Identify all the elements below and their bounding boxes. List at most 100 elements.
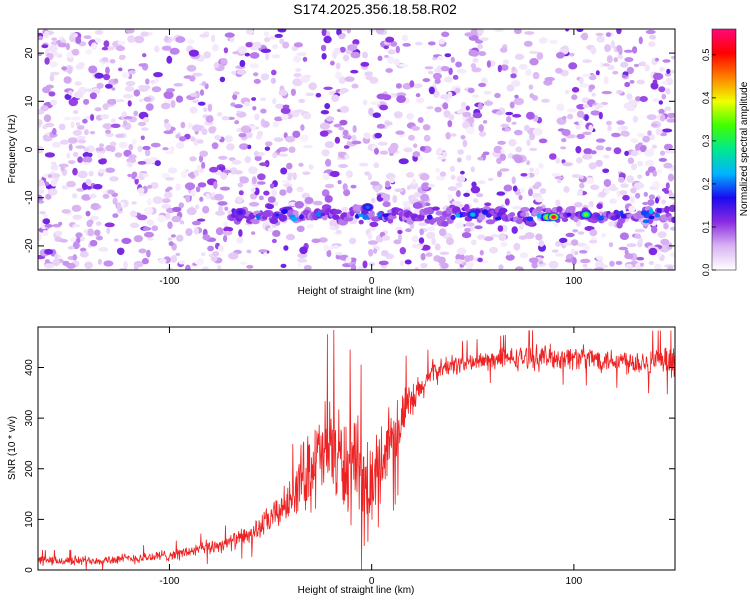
heatmap-band-segment	[668, 204, 675, 213]
heatmap-speckle	[513, 129, 523, 136]
heatmap-speckle	[253, 72, 259, 77]
heatmap-speckle	[362, 260, 368, 269]
heatmap-speckle	[426, 106, 434, 110]
heatmap-speckle	[652, 181, 660, 188]
heatmap-band-segment	[520, 207, 530, 212]
heatmap-speckle	[260, 108, 267, 114]
heatmap-speckle	[500, 148, 505, 153]
heatmap-speckle	[666, 118, 675, 123]
heatmap-speckle	[295, 68, 302, 72]
heatmap-speckle	[58, 123, 66, 131]
heatmap-speckle	[576, 190, 583, 197]
heatmap-speckle	[483, 90, 492, 95]
heatmap-speckle	[625, 263, 633, 269]
heatmap-speckle	[415, 93, 421, 98]
heatmap-speckle	[472, 198, 479, 203]
heatmap-speckle	[504, 198, 510, 206]
heatmap-speckle	[602, 63, 610, 67]
heatmap-speckle	[221, 116, 230, 121]
heatmap-speckle	[618, 176, 625, 183]
heatmap-speckle	[528, 257, 539, 264]
heatmap-speckle	[577, 231, 585, 235]
heatmap-speckle	[668, 189, 673, 197]
heatmap-speckle	[658, 108, 665, 115]
heatmap-speckle	[470, 166, 475, 173]
heatmap-speckle	[65, 43, 70, 51]
heatmap-speckle	[661, 80, 668, 85]
heatmap-band-segment	[671, 216, 675, 223]
heatmap-speckle	[236, 110, 241, 114]
heatmap-speckle	[427, 183, 435, 188]
heatmap-speckle	[512, 113, 522, 118]
heatmap-speckle	[278, 153, 288, 157]
heatmap-speckle	[279, 38, 285, 45]
heatmap-speckle	[185, 264, 191, 270]
heatmap-speckle	[201, 128, 208, 136]
heatmap-speckle	[625, 104, 636, 112]
heatmap-speckle	[460, 101, 467, 108]
heatmap-speckle	[326, 249, 332, 258]
heatmap-speckle	[251, 231, 256, 235]
heatmap-speckle	[590, 47, 597, 55]
heatmap-band-segment	[261, 215, 268, 220]
heatmap-speckle	[660, 238, 670, 246]
heatmap-speckle	[115, 45, 126, 52]
heatmap-speckle	[320, 110, 330, 115]
heatmap-speckle	[58, 221, 63, 226]
heatmap-speckle	[395, 83, 402, 89]
heatmap-speckle	[500, 64, 509, 71]
heatmap-speckle	[370, 181, 380, 186]
heatmap-speckle	[465, 105, 470, 111]
heatmap-speckle	[526, 111, 535, 120]
heatmap-speckle	[339, 88, 349, 93]
heatmap-speckle	[639, 145, 647, 153]
heatmap-speckle	[86, 220, 93, 228]
heatmap-speckle	[146, 219, 155, 226]
heatmap-speckle	[335, 62, 341, 70]
heatmap-speckle	[427, 41, 436, 46]
heatmap-speckle	[534, 181, 542, 188]
heatmap-speckle	[617, 54, 624, 60]
heatmap-speckle	[124, 86, 135, 92]
heatmap-speckle	[38, 52, 43, 57]
heatmap-speckle	[300, 124, 305, 131]
heatmap-speckle	[566, 108, 577, 113]
heatmap-speckle	[176, 142, 185, 149]
heatmap-speckle	[57, 42, 68, 48]
heatmap-speckle	[528, 133, 536, 141]
heatmap-speckle	[168, 241, 174, 247]
heatmap-speckle	[324, 195, 333, 203]
heatmap-speckle	[448, 113, 455, 121]
heatmap-speckle	[246, 249, 252, 254]
heatmap-speckle	[178, 202, 184, 209]
heatmap-speckle	[538, 37, 548, 44]
heatmap-speckle	[223, 47, 229, 54]
heatmap-speckle	[151, 86, 162, 93]
heatmap-speckle	[512, 185, 518, 192]
heatmap-speckle	[500, 241, 508, 247]
heatmap-speckle	[80, 247, 87, 252]
heatmap-speckle	[571, 87, 580, 93]
heatmap-band-point	[536, 212, 542, 219]
heatmap-speckle	[116, 202, 122, 211]
heatmap-speckle	[353, 43, 358, 48]
heatmap-speckle	[321, 149, 330, 157]
heatmap-speckle	[482, 151, 490, 156]
heatmap-speckle	[280, 113, 289, 121]
heatmap-speckle	[321, 189, 330, 197]
heatmap-speckle	[534, 168, 540, 176]
heatmap-speckle	[90, 215, 100, 221]
heatmap-band-point	[648, 215, 655, 220]
heatmap-speckle	[483, 236, 494, 242]
heatmap-speckle	[519, 252, 529, 259]
heatmap-speckle	[390, 41, 398, 47]
heatmap-speckle	[635, 143, 641, 151]
heatmap-speckle	[381, 250, 389, 255]
heatmap-speckle	[165, 212, 171, 220]
heatmap-speckle	[588, 201, 594, 208]
heatmap-speckle	[567, 113, 574, 120]
heatmap-speckle	[212, 251, 220, 257]
heatmap-speckle	[551, 173, 562, 178]
heatmap-speckle	[616, 90, 623, 94]
heatmap-speckle	[502, 59, 510, 65]
